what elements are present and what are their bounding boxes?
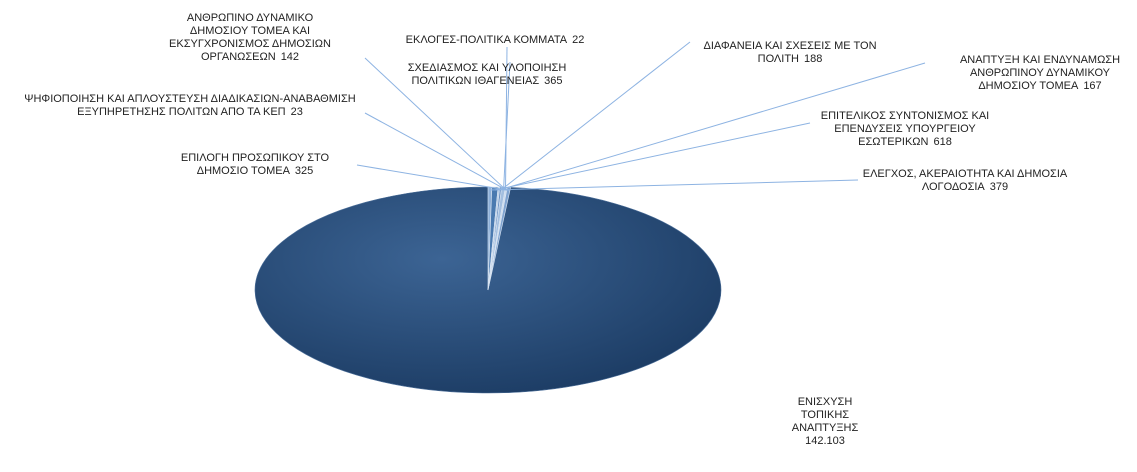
leader-line [364,112,508,191]
label-value: 618 [933,136,952,148]
label-value: 365 [544,75,563,87]
leader-line [503,61,511,191]
data-label: ΕΝΙΣΧΥΣΗ ΤΟΠΙΚΗΣ ΑΝΑΠΤΥΞΗΣ 142.103 [785,396,865,448]
label-value: 379 [989,181,1009,193]
data-label: ΕΠΙΤΕΛΙΚΟΣ ΣΥΝΤΟΝΙΣΜΟΣ ΚΑΙ ΕΠΕΝΔΥΣΕΙΣ ΥΠ… [810,110,1000,149]
label-value: 23 [290,106,303,118]
data-label: ΕΠΙΛΟΓΗ ΠΡΟΣΩΠΙΚΟΥ ΣΤΟ ΔΗΜΟΣΙΟ ΤΟΜΕΑ 325 [155,152,355,178]
data-label: ΔΙΑΦΑΝΕΙΑ ΚΑΙ ΣΧΕΣΕΙΣ ΜΕ ΤΟΝ ΠΟΛΙΤΗ 188 [685,40,895,66]
label-name: ΕΝΙΣΧΥΣΗ ΤΟΠΙΚΗΣ ΑΝΑΠΤΥΞΗΣ [791,396,859,434]
label-name: ΣΧΕΔΙΑΣΜΟΣ ΚΑΙ ΥΛΟΠΟΙΗΣΗ ΠΟΛΙΤΙΚΩΝ ΙΘΑΓΕ… [407,62,567,87]
leader-line [364,57,507,191]
label-name: ΑΝΘΡΩΠΙΝΟ ΔΥΝΑΜΙΚΟ ΔΗΜΟΣΙΟΥ ΤΟΜΕΑ ΚΑΙ ΕΚ… [169,12,331,63]
leader-line [356,164,510,191]
label-name: ΨΗΦΙΟΠΟΙΗΣΗ ΚΑΙ ΑΠΛΟΥΣΤΕΥΣΗ ΔΙΑΔΙΚΑΣΙΩΝ-… [24,93,356,118]
data-label: ΑΝΑΠΤΥΞΗ ΚΑΙ ΕΝΔΥΝΑΜΩΣΗ ΑΝΘΡΩΠΙΝΟΥ ΔΥΝΑΜ… [945,54,1135,93]
leader-line [498,62,926,191]
label-value: 167 [1083,80,1102,92]
label-name: ΔΙΑΦΑΝΕΙΑ ΚΑΙ ΣΧΕΣΕΙΣ ΜΕ ΤΟΝ ΠΟΛΙΤΗ [703,40,877,65]
label-name: ΕΚΛΟΓΕΣ-ΠΟΛΙΤΙΚΑ ΚΟΜΜΑΤΑ [405,34,568,46]
data-label: ΨΗΦΙΟΠΟΙΗΣΗ ΚΑΙ ΑΠΛΟΥΣΤΕΥΣΗ ΔΙΑΔΙΚΑΣΙΩΝ-… [0,93,380,119]
leader-line [489,179,859,191]
label-value: 188 [804,53,823,65]
data-label: ΑΝΘΡΩΠΙΝΟ ΔΥΝΑΜΙΚΟ ΔΗΜΟΣΙΟΥ ΤΟΜΕΑ ΚΑΙ ΕΚ… [165,12,335,64]
leader-line [500,41,691,191]
label-value: 325 [294,165,314,177]
label-name: ΕΠΙΛΟΓΗ ΠΡΟΣΩΠΙΚΟΥ ΣΤΟ ΔΗΜΟΣΙΟ ΤΟΜΕΑ [180,152,330,177]
leader-line [494,122,811,191]
label-value: 22 [572,34,585,46]
label-value: 142.103 [805,435,845,447]
label-name: ΑΝΑΠΤΥΞΗ ΚΑΙ ΕΝΔΥΝΑΜΩΣΗ ΑΝΘΡΩΠΙΝΟΥ ΔΥΝΑΜ… [959,54,1121,92]
label-value: 142 [280,51,300,63]
label-name: ΕΠΙΤΕΛΙΚΟΣ ΣΥΝΤΟΝΙΣΜΟΣ ΚΑΙ ΕΠΕΝΔΥΣΕΙΣ ΥΠ… [820,110,990,148]
data-label: ΕΚΛΟΓΕΣ-ΠΟΛΙΤΙΚΑ ΚΟΜΜΑΤΑ 22 [380,34,610,47]
label-name: ΕΛΕΓΧΟΣ, ΑΚΕΡΑΙΟΤΗΤΑ ΚΑΙ ΔΗΜΟΣΙΑ ΛΟΓΟΔΟΣ… [862,168,1068,193]
data-label: ΕΛΕΓΧΟΣ, ΑΚΕΡΑΙΟΤΗΤΑ ΚΑΙ ΔΗΜΟΣΙΑ ΛΟΓΟΔΟΣ… [855,168,1075,194]
data-label: ΣΧΕΔΙΑΣΜΟΣ ΚΑΙ ΥΛΟΠΟΙΗΣΗ ΠΟΛΙΤΙΚΩΝ ΙΘΑΓΕ… [402,62,572,88]
leader-line [505,46,508,191]
